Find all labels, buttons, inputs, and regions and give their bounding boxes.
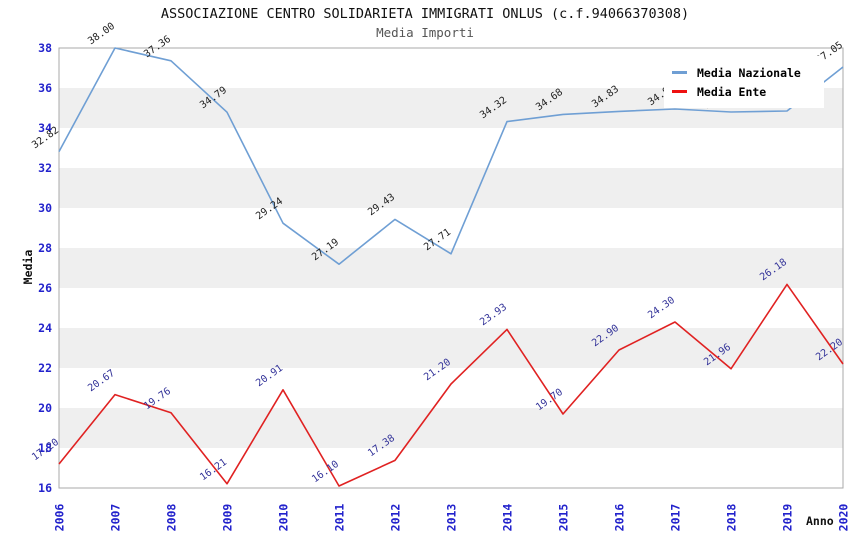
data-point-label: 21.96	[702, 341, 734, 368]
y-tick-label: 28	[38, 241, 52, 255]
y-tick-label: 34	[38, 121, 52, 135]
data-point-label: 21.20	[422, 356, 454, 384]
legend-item-media-nazionale: Media Nazionale	[672, 64, 820, 81]
data-point-label: 29.43	[366, 192, 398, 219]
y-tick-label: 38	[38, 41, 52, 55]
data-point-label: 16.21	[198, 456, 230, 483]
legend-label-media-ente: Media Ente	[697, 84, 767, 99]
data-point-label: 24.30	[646, 294, 678, 322]
data-point-label: 34.32	[478, 94, 510, 121]
data-point-label: 26.18	[758, 257, 790, 284]
x-axis-title: Anno	[806, 514, 834, 528]
legend-item-media-ente: Media Ente	[672, 83, 820, 100]
data-point-label: 38.00	[86, 20, 118, 48]
data-point-label: 22.90	[590, 322, 622, 350]
data-point-label: 20.67	[86, 367, 118, 394]
data-point-label: 34.79	[198, 85, 230, 112]
data-point-label: 19.76	[142, 385, 174, 412]
y-tick-label: 30	[38, 201, 52, 215]
y-tick-label: 36	[38, 81, 52, 95]
data-point-label: 20.91	[254, 362, 286, 389]
chart-subtitle: Media Importi	[376, 25, 474, 40]
legend-label-media-nazionale: Media Nazionale	[697, 65, 801, 80]
data-point-label: 37.36	[142, 33, 174, 60]
y-tick-label: 20	[38, 401, 52, 415]
media-ente-line-swatch-icon	[672, 90, 687, 93]
media-nazionale-line-swatch-icon	[672, 71, 687, 74]
data-point-label: 27.71	[422, 226, 454, 253]
data-point-label: 16.10	[310, 458, 342, 486]
data-point-label: 22.20	[814, 336, 846, 364]
y-tick-label: 24	[38, 321, 52, 335]
data-point-label: 17.38	[366, 433, 398, 460]
legend: Media Nazionale Media Ente	[664, 56, 824, 108]
data-point-label: 29.24	[254, 196, 286, 223]
y-tick-label: 32	[38, 161, 52, 175]
y-tick-label: 26	[38, 281, 52, 295]
data-point-label: 23.93	[478, 302, 510, 329]
data-point-label: 19.70	[534, 386, 566, 414]
chart-title: ASSOCIAZIONE CENTRO SOLIDARIETA IMMIGRAT…	[160, 6, 690, 22]
data-point-label: 34.83	[590, 84, 622, 111]
y-tick-label: 16	[38, 481, 52, 495]
data-point-label: 17.20	[30, 436, 62, 464]
data-point-label: 27.19	[310, 237, 342, 264]
y-tick-label: 22	[38, 361, 52, 375]
y-tick-label: 18	[38, 441, 52, 455]
data-point-label: 34.68	[534, 87, 566, 114]
data-point-label: 32.82	[30, 124, 62, 151]
